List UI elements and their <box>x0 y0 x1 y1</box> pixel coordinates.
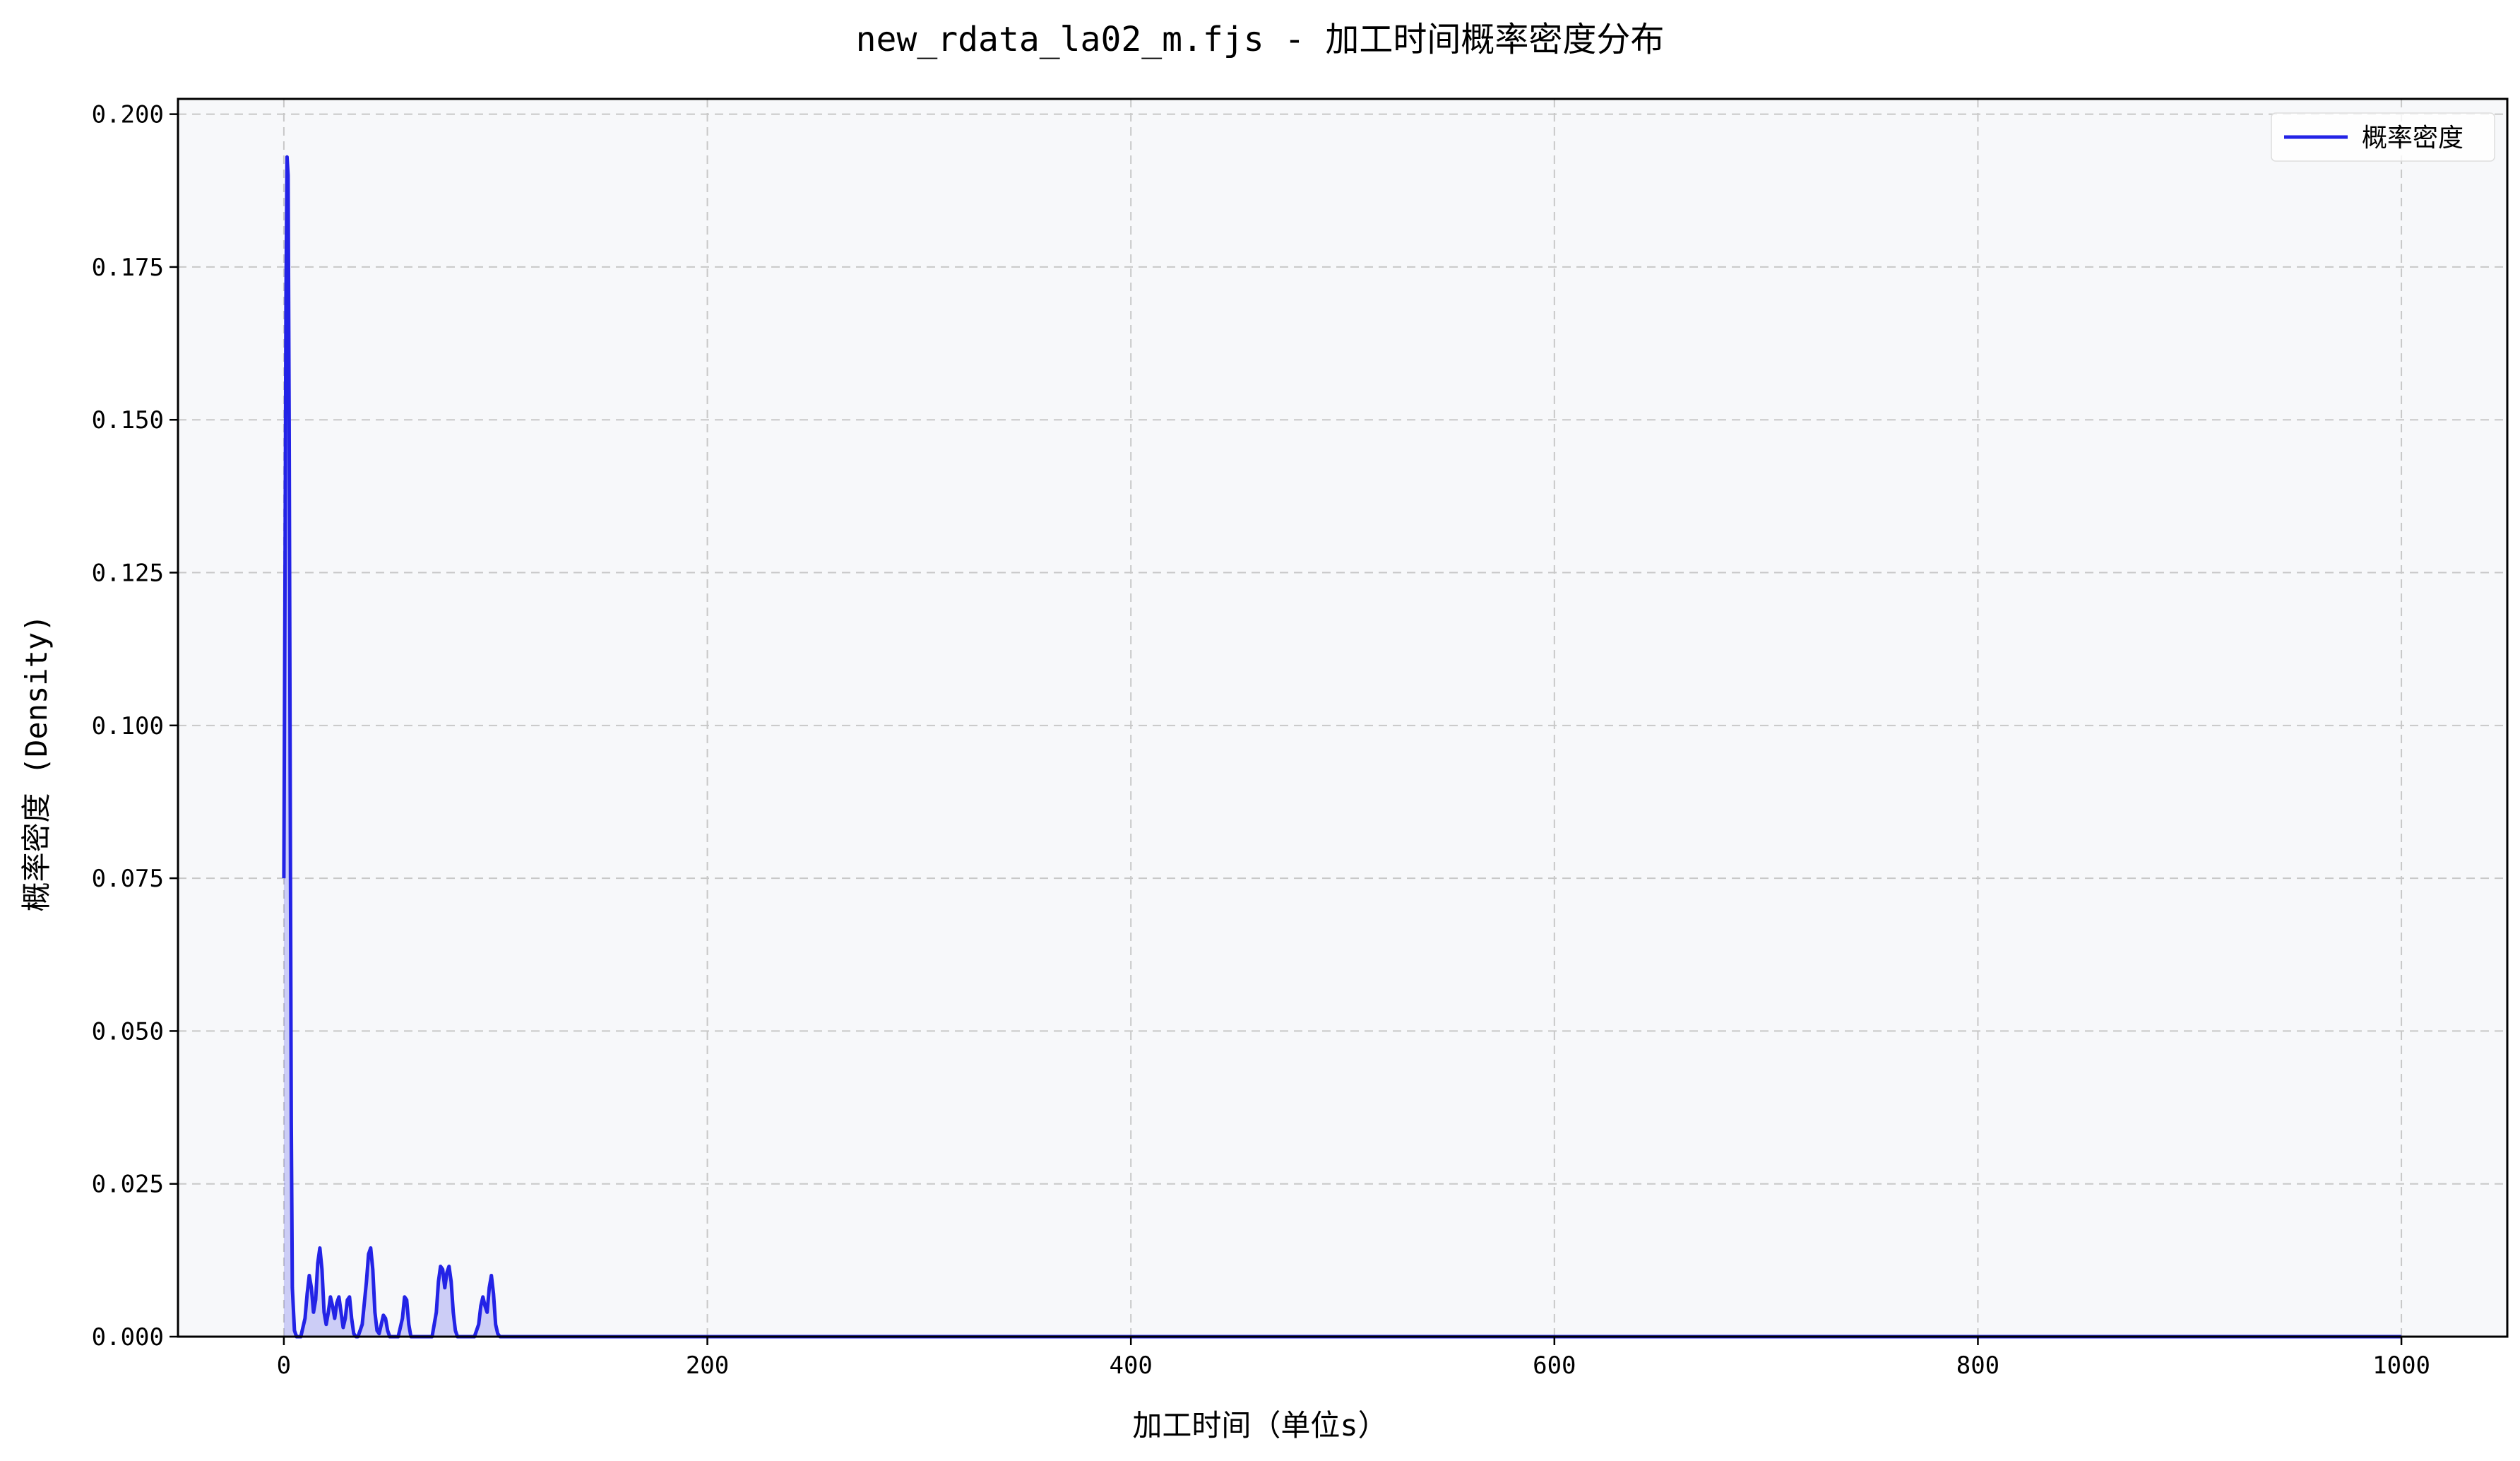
y-tick-label: 0.025 <box>92 1171 164 1199</box>
x-tick-label: 800 <box>1956 1351 1999 1380</box>
plot-area-frame <box>177 97 2509 1338</box>
y-tick-label: 0.050 <box>92 1017 164 1046</box>
legend-label: 概率密度 <box>2362 124 2463 153</box>
plot-area-background <box>178 99 2507 1337</box>
x-axis-label: 加工时间（单位s） <box>1132 1408 1387 1443</box>
y-tick-label: 0.075 <box>92 865 164 893</box>
y-tick-label: 0.200 <box>92 101 164 129</box>
x-tick-label: 400 <box>1109 1351 1152 1380</box>
x-tick-label: 1000 <box>2372 1351 2430 1380</box>
y-axis-ticks: 0.000 0.025 0.050 0.075 0.100 0.125 0.150 0.175… <box>92 101 178 1351</box>
x-tick-label: 200 <box>686 1351 729 1380</box>
y-tick-label: 0.175 <box>92 254 164 282</box>
x-tick-label: 0 <box>277 1351 291 1380</box>
legend-box <box>2271 112 2495 162</box>
x-tick-label: 600 <box>1533 1351 1576 1380</box>
y-tick-label: 0.150 <box>92 406 164 434</box>
y-axis-label: 概率密度 (Density) <box>19 615 54 912</box>
y-tick-label: 0.000 <box>92 1323 164 1351</box>
x-axis-ticks: 0 200 400 600 800 1000 <box>277 1337 2430 1380</box>
legend: 概率密度 <box>2271 112 2495 162</box>
y-tick-label: 0.125 <box>92 560 164 588</box>
chart-title: new_rdata_la02_m.fjs - 加工时间概率密度分布 <box>856 20 1665 59</box>
y-tick-label: 0.100 <box>92 712 164 740</box>
